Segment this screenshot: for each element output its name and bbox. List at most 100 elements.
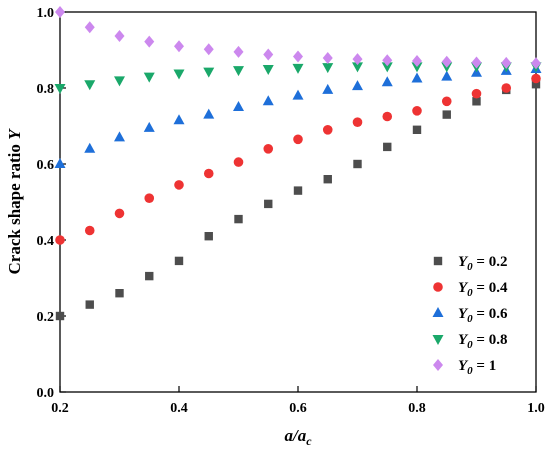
legend-label: Y0 = 0.2 xyxy=(458,254,507,273)
data-point xyxy=(144,35,155,48)
data-point xyxy=(263,48,274,61)
data-point xyxy=(84,80,96,91)
data-point xyxy=(352,53,363,66)
axis-ticks: 0.2 0.4 0.6 0.8 1.00.00.20.40.60.81.0 xyxy=(37,6,545,416)
legend-marker xyxy=(432,307,444,317)
x-axis-label: a/ac xyxy=(284,426,312,448)
data-point xyxy=(441,55,452,68)
data-point xyxy=(382,111,393,122)
data-point xyxy=(322,83,334,94)
data-point xyxy=(501,83,512,93)
series-4 xyxy=(55,6,541,70)
legend-label: Y0 = 1 xyxy=(458,358,496,377)
data-point xyxy=(381,76,393,87)
data-point xyxy=(203,43,214,56)
y-axis-label: Crack shape ratio Y xyxy=(5,128,24,275)
data-point xyxy=(234,214,243,224)
data-point xyxy=(55,235,65,245)
data-point xyxy=(263,144,274,154)
data-point xyxy=(114,29,125,42)
data-point xyxy=(293,50,303,63)
data-point xyxy=(204,232,213,241)
data-point xyxy=(115,289,124,298)
data-point xyxy=(322,125,333,135)
data-point xyxy=(262,65,274,75)
data-point xyxy=(54,158,66,168)
data-point xyxy=(233,45,244,58)
plot-area xyxy=(59,11,537,393)
data-point xyxy=(262,95,274,106)
legend-marker xyxy=(433,282,443,292)
data-point xyxy=(84,142,96,153)
data-point xyxy=(381,62,393,73)
data-point xyxy=(264,199,273,209)
data-point xyxy=(203,108,215,119)
data-point xyxy=(471,56,482,69)
data-point xyxy=(292,89,304,100)
data-point xyxy=(55,6,65,18)
data-point xyxy=(501,56,512,69)
data-point xyxy=(85,300,94,309)
data-point xyxy=(411,62,423,73)
data-point xyxy=(84,225,95,236)
data-point xyxy=(322,63,334,74)
data-point xyxy=(55,311,65,321)
data-point xyxy=(292,63,304,74)
data-point xyxy=(114,208,125,219)
y-tick-label: 0.8 xyxy=(37,82,55,97)
data-point xyxy=(441,70,453,81)
x-tick-label: 0.6 xyxy=(289,401,307,416)
data-point xyxy=(174,40,184,53)
data-point xyxy=(173,69,185,80)
legend-label: Y0 = 0.4 xyxy=(458,280,508,299)
data-point xyxy=(352,62,363,73)
data-point xyxy=(322,51,333,64)
data-point xyxy=(233,157,244,167)
data-point xyxy=(114,76,125,87)
series-1 xyxy=(55,73,541,245)
data-point xyxy=(233,66,244,77)
data-point xyxy=(442,110,451,119)
data-point xyxy=(352,80,363,91)
x-tick-label: 0.4 xyxy=(170,401,188,416)
legend-marker xyxy=(433,256,443,266)
y-tick-label: 0.0 xyxy=(37,386,55,401)
data-point xyxy=(293,134,303,145)
legend: Y0 = 0.2 Y0 = 0.4 Y0 = 0.6 Y0 = 0.8 Y0 = 1 xyxy=(432,254,508,377)
data-point xyxy=(412,55,422,68)
data-point xyxy=(203,67,215,78)
data-point xyxy=(84,21,95,34)
data-point xyxy=(143,72,155,83)
legend-label: Y0 = 0.6 xyxy=(458,306,508,325)
data-point xyxy=(174,256,184,266)
data-point xyxy=(412,125,422,134)
legend-marker xyxy=(433,359,443,371)
data-point xyxy=(114,131,125,142)
x-tick-label: 0.8 xyxy=(408,401,426,416)
data-point xyxy=(441,96,452,107)
data-point xyxy=(353,159,362,169)
data-point xyxy=(412,106,422,116)
data-point xyxy=(173,114,185,125)
y-tick-label: 1.0 xyxy=(37,6,55,21)
data-point xyxy=(531,57,541,70)
data-point xyxy=(145,271,154,281)
y-tick-label: 0.2 xyxy=(37,310,55,325)
data-point xyxy=(174,180,184,190)
data-point xyxy=(382,54,393,67)
data-point xyxy=(143,121,155,132)
y-tick-label: 0.6 xyxy=(37,158,55,173)
y-tick-label: 0.4 xyxy=(37,234,55,249)
legend-label: Y0 = 0.8 xyxy=(458,332,507,351)
data-point xyxy=(352,117,363,127)
data-point xyxy=(472,97,481,106)
data-point xyxy=(144,193,155,203)
x-tick-label: 0.2 xyxy=(51,401,69,416)
legend-marker xyxy=(432,335,444,345)
data-point xyxy=(323,175,332,184)
data-point xyxy=(293,186,303,195)
data-point xyxy=(383,142,392,152)
data-points xyxy=(54,6,542,321)
data-point xyxy=(203,168,214,179)
